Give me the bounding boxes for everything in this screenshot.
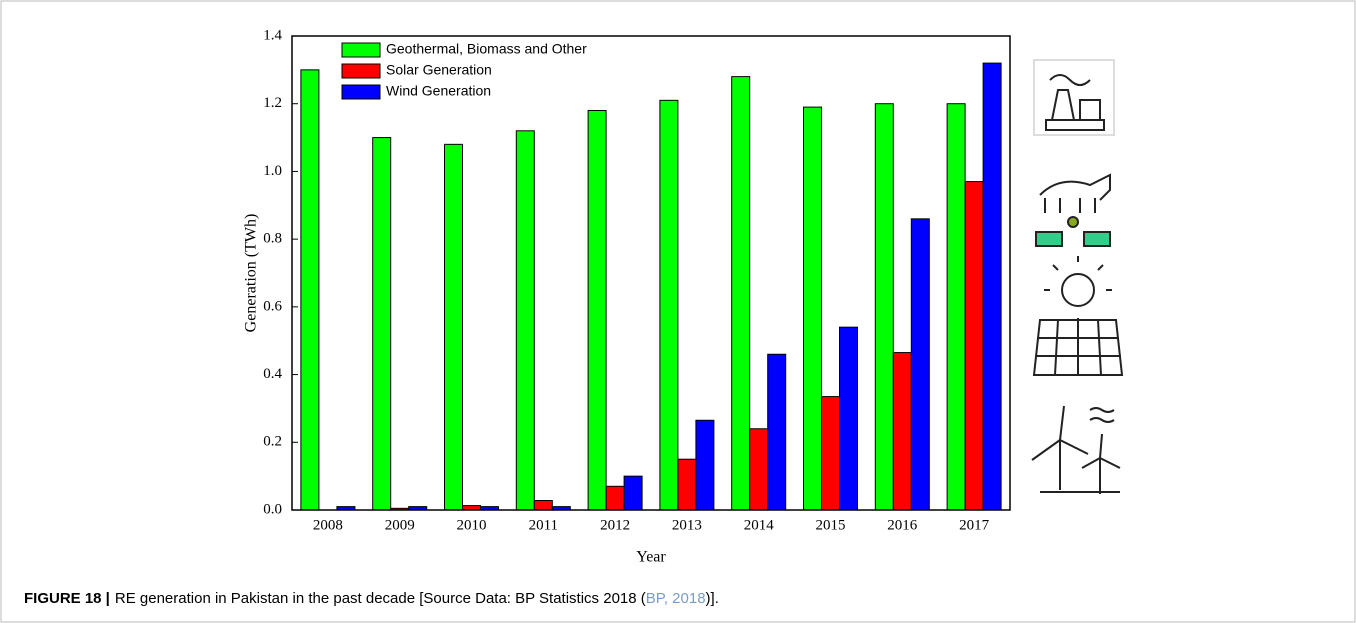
y-tick-label: 1.4 bbox=[263, 27, 282, 43]
bar bbox=[839, 326, 858, 511]
bar bbox=[910, 218, 930, 511]
icons bbox=[1031, 59, 1124, 494]
bar bbox=[659, 99, 679, 511]
x-tick-label: 2013 bbox=[672, 517, 702, 533]
y-tick-label: 0.6 bbox=[263, 298, 282, 314]
caption-end: )]. bbox=[706, 590, 719, 607]
legend-swatch bbox=[341, 84, 381, 100]
caption-text: RE generation in Pakistan in the past de… bbox=[115, 590, 646, 607]
caption-label: FIGURE 18 | bbox=[24, 590, 110, 607]
x-tick-label: 2015 bbox=[816, 517, 846, 533]
x-tick-label: 2009 bbox=[385, 517, 415, 533]
x-tick-label: 2011 bbox=[529, 517, 558, 533]
bar bbox=[946, 103, 966, 511]
bar bbox=[874, 103, 894, 511]
y-tick-label: 0.8 bbox=[263, 231, 282, 247]
bar bbox=[444, 143, 463, 511]
x-tick-label: 2017 bbox=[959, 517, 990, 533]
y-tick-label: 1.2 bbox=[263, 95, 282, 111]
x-tick-label: 2016 bbox=[887, 517, 918, 533]
plot-frame bbox=[291, 35, 1011, 511]
legend-swatch bbox=[341, 42, 381, 58]
bar bbox=[372, 137, 392, 511]
caption: FIGURE 18 | RE generation in Pakistan in … bbox=[24, 590, 719, 607]
bar bbox=[892, 352, 912, 511]
legend-label: Wind Generation bbox=[386, 83, 491, 99]
x-tick-label: 2014 bbox=[744, 517, 775, 533]
y-tick-label: 0.0 bbox=[263, 501, 282, 517]
bar bbox=[695, 419, 715, 511]
bar bbox=[515, 130, 535, 511]
x-axis-label: Year bbox=[636, 549, 666, 566]
bar bbox=[749, 428, 769, 511]
bar bbox=[803, 106, 822, 511]
y-tick-label: 0.4 bbox=[263, 366, 282, 382]
y-tick-label: 0.2 bbox=[263, 434, 282, 450]
bar bbox=[767, 353, 787, 511]
legend-label: Geothermal, Biomass and Other bbox=[386, 41, 587, 57]
y-axis-label: Generation (TWh) bbox=[243, 214, 260, 333]
x-tick-label: 2010 bbox=[457, 517, 487, 533]
caption-link[interactable]: BP, 2018 bbox=[646, 590, 706, 607]
legend-label: Solar Generation bbox=[386, 62, 492, 78]
legend-swatch bbox=[341, 63, 381, 79]
bar bbox=[605, 485, 625, 511]
bar bbox=[300, 69, 320, 511]
y-tick-label: 1.0 bbox=[263, 163, 282, 179]
bar bbox=[982, 62, 1002, 511]
bar bbox=[677, 458, 697, 511]
x-tick-label: 2012 bbox=[600, 517, 630, 533]
x-tick-label: 2008 bbox=[313, 517, 343, 533]
bar bbox=[731, 76, 751, 511]
bar bbox=[623, 475, 643, 511]
bar bbox=[587, 109, 607, 511]
bar bbox=[533, 500, 553, 511]
bar bbox=[821, 396, 840, 511]
bar bbox=[964, 181, 984, 511]
